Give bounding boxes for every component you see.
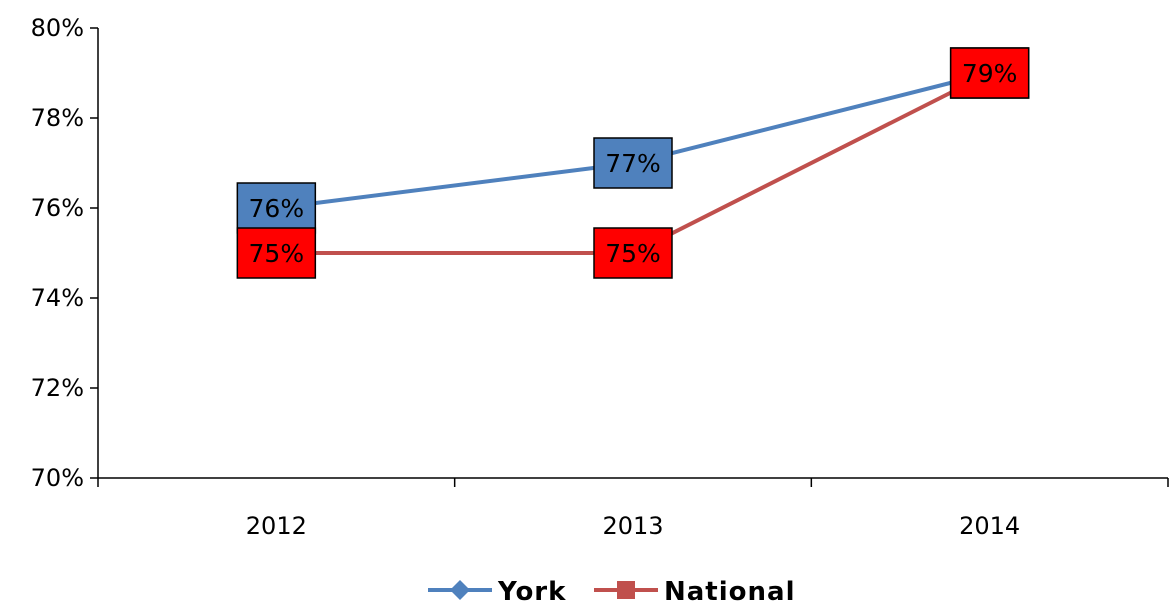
axes: 70% 72% 74% 76% 78% 80% 2012 2013 2014	[31, 14, 1169, 540]
y-tick-label: 70%	[31, 464, 84, 492]
data-label-national: 75%	[236, 227, 317, 279]
y-tick-label: 74%	[31, 284, 84, 312]
y-tick-label: 76%	[31, 194, 84, 222]
data-label-york: 76%	[236, 182, 317, 234]
y-tick-label: 80%	[31, 14, 84, 42]
legend-marker-diamond	[450, 580, 470, 600]
legend-marker-square	[617, 581, 635, 599]
data-labels: 76%77%79%75%75%79%	[236, 47, 1030, 279]
data-label-box	[593, 137, 673, 189]
data-label-box	[949, 47, 1030, 99]
data-label-national: 75%	[593, 227, 673, 279]
data-label-box	[593, 227, 673, 279]
data-label-text: 75%	[249, 239, 305, 268]
legend-label: National	[664, 577, 795, 603]
x-tick-label: 2013	[602, 512, 663, 540]
y-tick-label: 78%	[31, 104, 84, 132]
x-tick-label: 2014	[959, 512, 1020, 540]
data-label-york: 77%	[593, 137, 673, 189]
data-label-text: 76%	[249, 194, 305, 223]
data-label-text: 77%	[605, 149, 661, 178]
y-tick-label: 72%	[31, 374, 84, 402]
data-label-text: 75%	[605, 239, 661, 268]
legend-item-national: National	[594, 577, 795, 603]
legend-label: York	[497, 577, 566, 603]
x-tick-label: 2012	[246, 512, 307, 540]
data-label-national: 79%	[949, 47, 1030, 99]
data-label-box	[236, 227, 317, 279]
data-label-text: 79%	[962, 59, 1018, 88]
legend: York National	[428, 577, 795, 603]
legend-item-york: York	[428, 577, 566, 603]
